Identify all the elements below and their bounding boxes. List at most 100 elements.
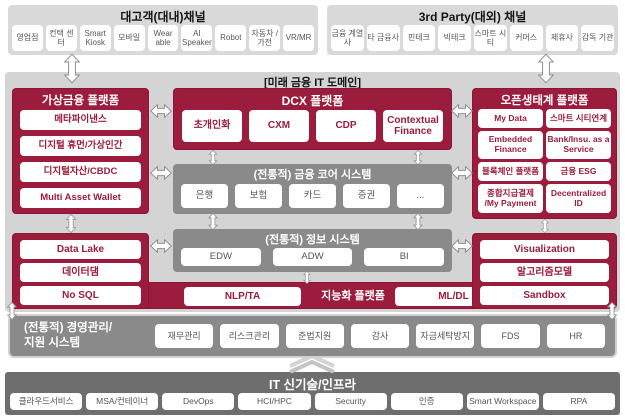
channel-item: 자동차 /가전 xyxy=(249,25,281,51)
dcx-items: 초개인화 CXM CDP Contextual Finance xyxy=(182,110,443,142)
channel-item: 핀테크 xyxy=(402,25,436,51)
intelligence-platform-title: 지능화 플랫폼 xyxy=(321,290,385,302)
infra-item: Smart Workspace xyxy=(466,393,539,410)
channel-item: 모바일 xyxy=(113,25,145,51)
open-ecosystem-platform-panel: 오픈생태계 플랫폼 My Data 스마트 시티연계 Embedded Fina… xyxy=(472,88,617,219)
double-arrow-vertical-icon xyxy=(207,213,219,230)
double-arrow-vertical-icon xyxy=(208,150,218,165)
data-item: Visualization xyxy=(480,240,609,259)
management-title-line1: (전통적) 경영관리/ xyxy=(24,322,113,334)
virtual-finance-platform-title: 가상금융 플랫폼 xyxy=(41,95,120,107)
it-infra-items: 클라우드서비스 MSA/컨테이너 DevOps HCI/HPC Security… xyxy=(10,393,615,410)
data-lake-panel: Data Lake 데이터댐 No SQL xyxy=(12,233,149,309)
system-item: 리스크관리 xyxy=(220,324,279,348)
dcx-platform-title: DCX 플랫폼 xyxy=(281,94,344,108)
visualization-panel: Visualization 알고리즘모델 Sandbox xyxy=(472,233,617,309)
double-arrow-horizontal-icon xyxy=(451,239,473,253)
open-ecosystem-platform-title: 오픈생태계 플랫폼 xyxy=(500,95,589,107)
platform-item: Bank/Insu. as a Service xyxy=(546,130,611,160)
double-arrow-horizontal-icon xyxy=(150,104,172,118)
management-support-title: (전통적) 경영관리/ 지원 시스템 xyxy=(24,321,112,351)
system-item: HR xyxy=(546,324,605,348)
data-item: No SQL xyxy=(20,286,141,305)
infra-item: 인증 xyxy=(390,393,463,410)
channel-item: 빅테크 xyxy=(438,25,471,51)
third-party-channels-title: 3rd Party(대외) 채널 xyxy=(418,10,527,24)
channel-item: 커머스 xyxy=(509,25,543,51)
infra-item: Security xyxy=(314,393,387,410)
third-party-channels-panel: 3rd Party(대외) 채널 금융 계열사 타 금융사 핀테크 빅테크 스마… xyxy=(327,5,618,55)
virtual-finance-platform-panel: 가상금융 플랫폼 메타파이낸스 디지털 휴먼/가상인간 디지털자산/CBDC M… xyxy=(12,88,149,214)
channel-item: Wear able xyxy=(147,25,179,51)
system-item: 보험 xyxy=(235,184,282,208)
system-item: 준법지원 xyxy=(285,324,344,348)
platform-item: NLP/TA xyxy=(184,287,301,306)
core-system-title: (전통적) 금융 코어 시스템 xyxy=(253,169,372,181)
platform-item: 초개인화 xyxy=(182,110,242,142)
infra-item: HCI/HPC xyxy=(238,393,311,410)
info-system-title: (전통적) 정보 시스템 xyxy=(265,234,360,246)
double-arrow-vertical-icon xyxy=(606,302,618,320)
system-item: EDW xyxy=(181,248,261,266)
dcx-platform-panel: DCX 플랫폼 초개인화 CXM CDP Contextual Finance xyxy=(173,88,452,150)
data-item: Data Lake xyxy=(20,240,141,259)
third-party-channels-items: 금융 계열사 타 금융사 핀테크 빅테크 스마트 시티 커머스 제휴사 감독 기… xyxy=(331,25,614,51)
system-item: FDS xyxy=(481,324,540,348)
double-arrow-vertical-icon xyxy=(412,213,424,230)
channel-item: 금융 계열사 xyxy=(331,25,364,51)
platform-item: 디지털자산/CBDC xyxy=(20,162,141,182)
system-item: 카드 xyxy=(289,184,336,208)
channel-item: 감독 기관 xyxy=(581,25,614,51)
infra-item: MSA/컨테이너 xyxy=(86,393,159,410)
platform-item: 블록체인 플랫폼 xyxy=(478,162,543,182)
double-arrow-vertical-icon xyxy=(65,214,77,233)
channel-item: 제휴사 xyxy=(545,25,579,51)
management-title-line2: 지원 시스템 xyxy=(24,336,81,349)
channel-item: 스마트 시티 xyxy=(474,25,507,51)
double-arrow-horizontal-icon xyxy=(150,239,172,253)
infra-item: 클라우드서비스 xyxy=(10,393,83,410)
platform-item: Decentralized ID xyxy=(546,184,611,213)
platform-item: 디지털 휴먼/가상인간 xyxy=(20,136,141,156)
double-arrow-vertical-icon xyxy=(303,271,311,284)
management-items: 재무관리 리스크관리 준법지원 감사 자금세탁방지 FDS HR xyxy=(155,324,605,348)
double-arrow-horizontal-icon xyxy=(451,104,473,118)
system-item: 은행 xyxy=(181,184,228,208)
platform-item: CXM xyxy=(249,110,309,142)
platform-item: 메타파이낸스 xyxy=(20,110,141,130)
channel-item: 타 금융사 xyxy=(366,25,400,51)
system-item: ADW xyxy=(272,248,353,266)
channel-item: 영업점 xyxy=(12,25,43,51)
data-item: Sandbox xyxy=(480,286,609,305)
customer-channels-panel: 대고객(대내)채널 영업점 컨택 센터 Smart Kiosk 모바일 Wear… xyxy=(8,5,318,55)
system-item: 감사 xyxy=(350,324,410,348)
platform-item: CDP xyxy=(316,110,376,142)
channel-item: 컨택 센터 xyxy=(45,25,77,51)
customer-channels-items: 영업점 컨택 센터 Smart Kiosk 모바일 Wear able AI S… xyxy=(12,25,315,51)
double-arrow-vertical-icon xyxy=(538,53,554,84)
channel-item: Robot xyxy=(215,25,247,51)
info-system-panel: (전통적) 정보 시스템 EDW ADW BI xyxy=(173,229,452,272)
domain-title: [미래 금융 IT 도메인] xyxy=(263,77,362,89)
double-arrow-vertical-icon xyxy=(6,302,18,320)
it-infra-panel: IT 신기술/인프라 클라우드서비스 MSA/컨테이너 DevOps HCI/H… xyxy=(5,372,620,415)
customer-channels-title: 대고객(대내)채널 xyxy=(120,10,206,24)
platform-item: 스마트 시티연계 xyxy=(546,109,611,128)
system-item: 재무관리 xyxy=(155,324,214,348)
double-arrow-vertical-icon xyxy=(413,150,423,165)
platform-item: Contextual Finance xyxy=(383,110,443,142)
core-system-panel: (전통적) 금융 코어 시스템 은행 보험 카드 증권 ... xyxy=(173,164,452,214)
system-item: ... xyxy=(397,184,444,208)
system-item: 증권 xyxy=(343,184,390,208)
double-arrow-horizontal-icon xyxy=(451,166,473,180)
it-infra-title: IT 신기술/인프라 xyxy=(268,378,357,392)
data-item: 알고리즘모델 xyxy=(480,263,609,282)
system-item: 자금세탁방지 xyxy=(416,324,475,348)
open-ecosystem-items: My Data 스마트 시티연계 Embedded Finance Bank/I… xyxy=(478,109,611,213)
double-arrow-vertical-icon xyxy=(64,53,80,84)
infra-item: DevOps xyxy=(162,393,235,410)
info-system-items: EDW ADW BI xyxy=(181,248,445,266)
system-item: BI xyxy=(364,248,445,266)
data-item: 데이터댐 xyxy=(20,263,141,282)
platform-item: Embedded Finance xyxy=(478,130,543,160)
